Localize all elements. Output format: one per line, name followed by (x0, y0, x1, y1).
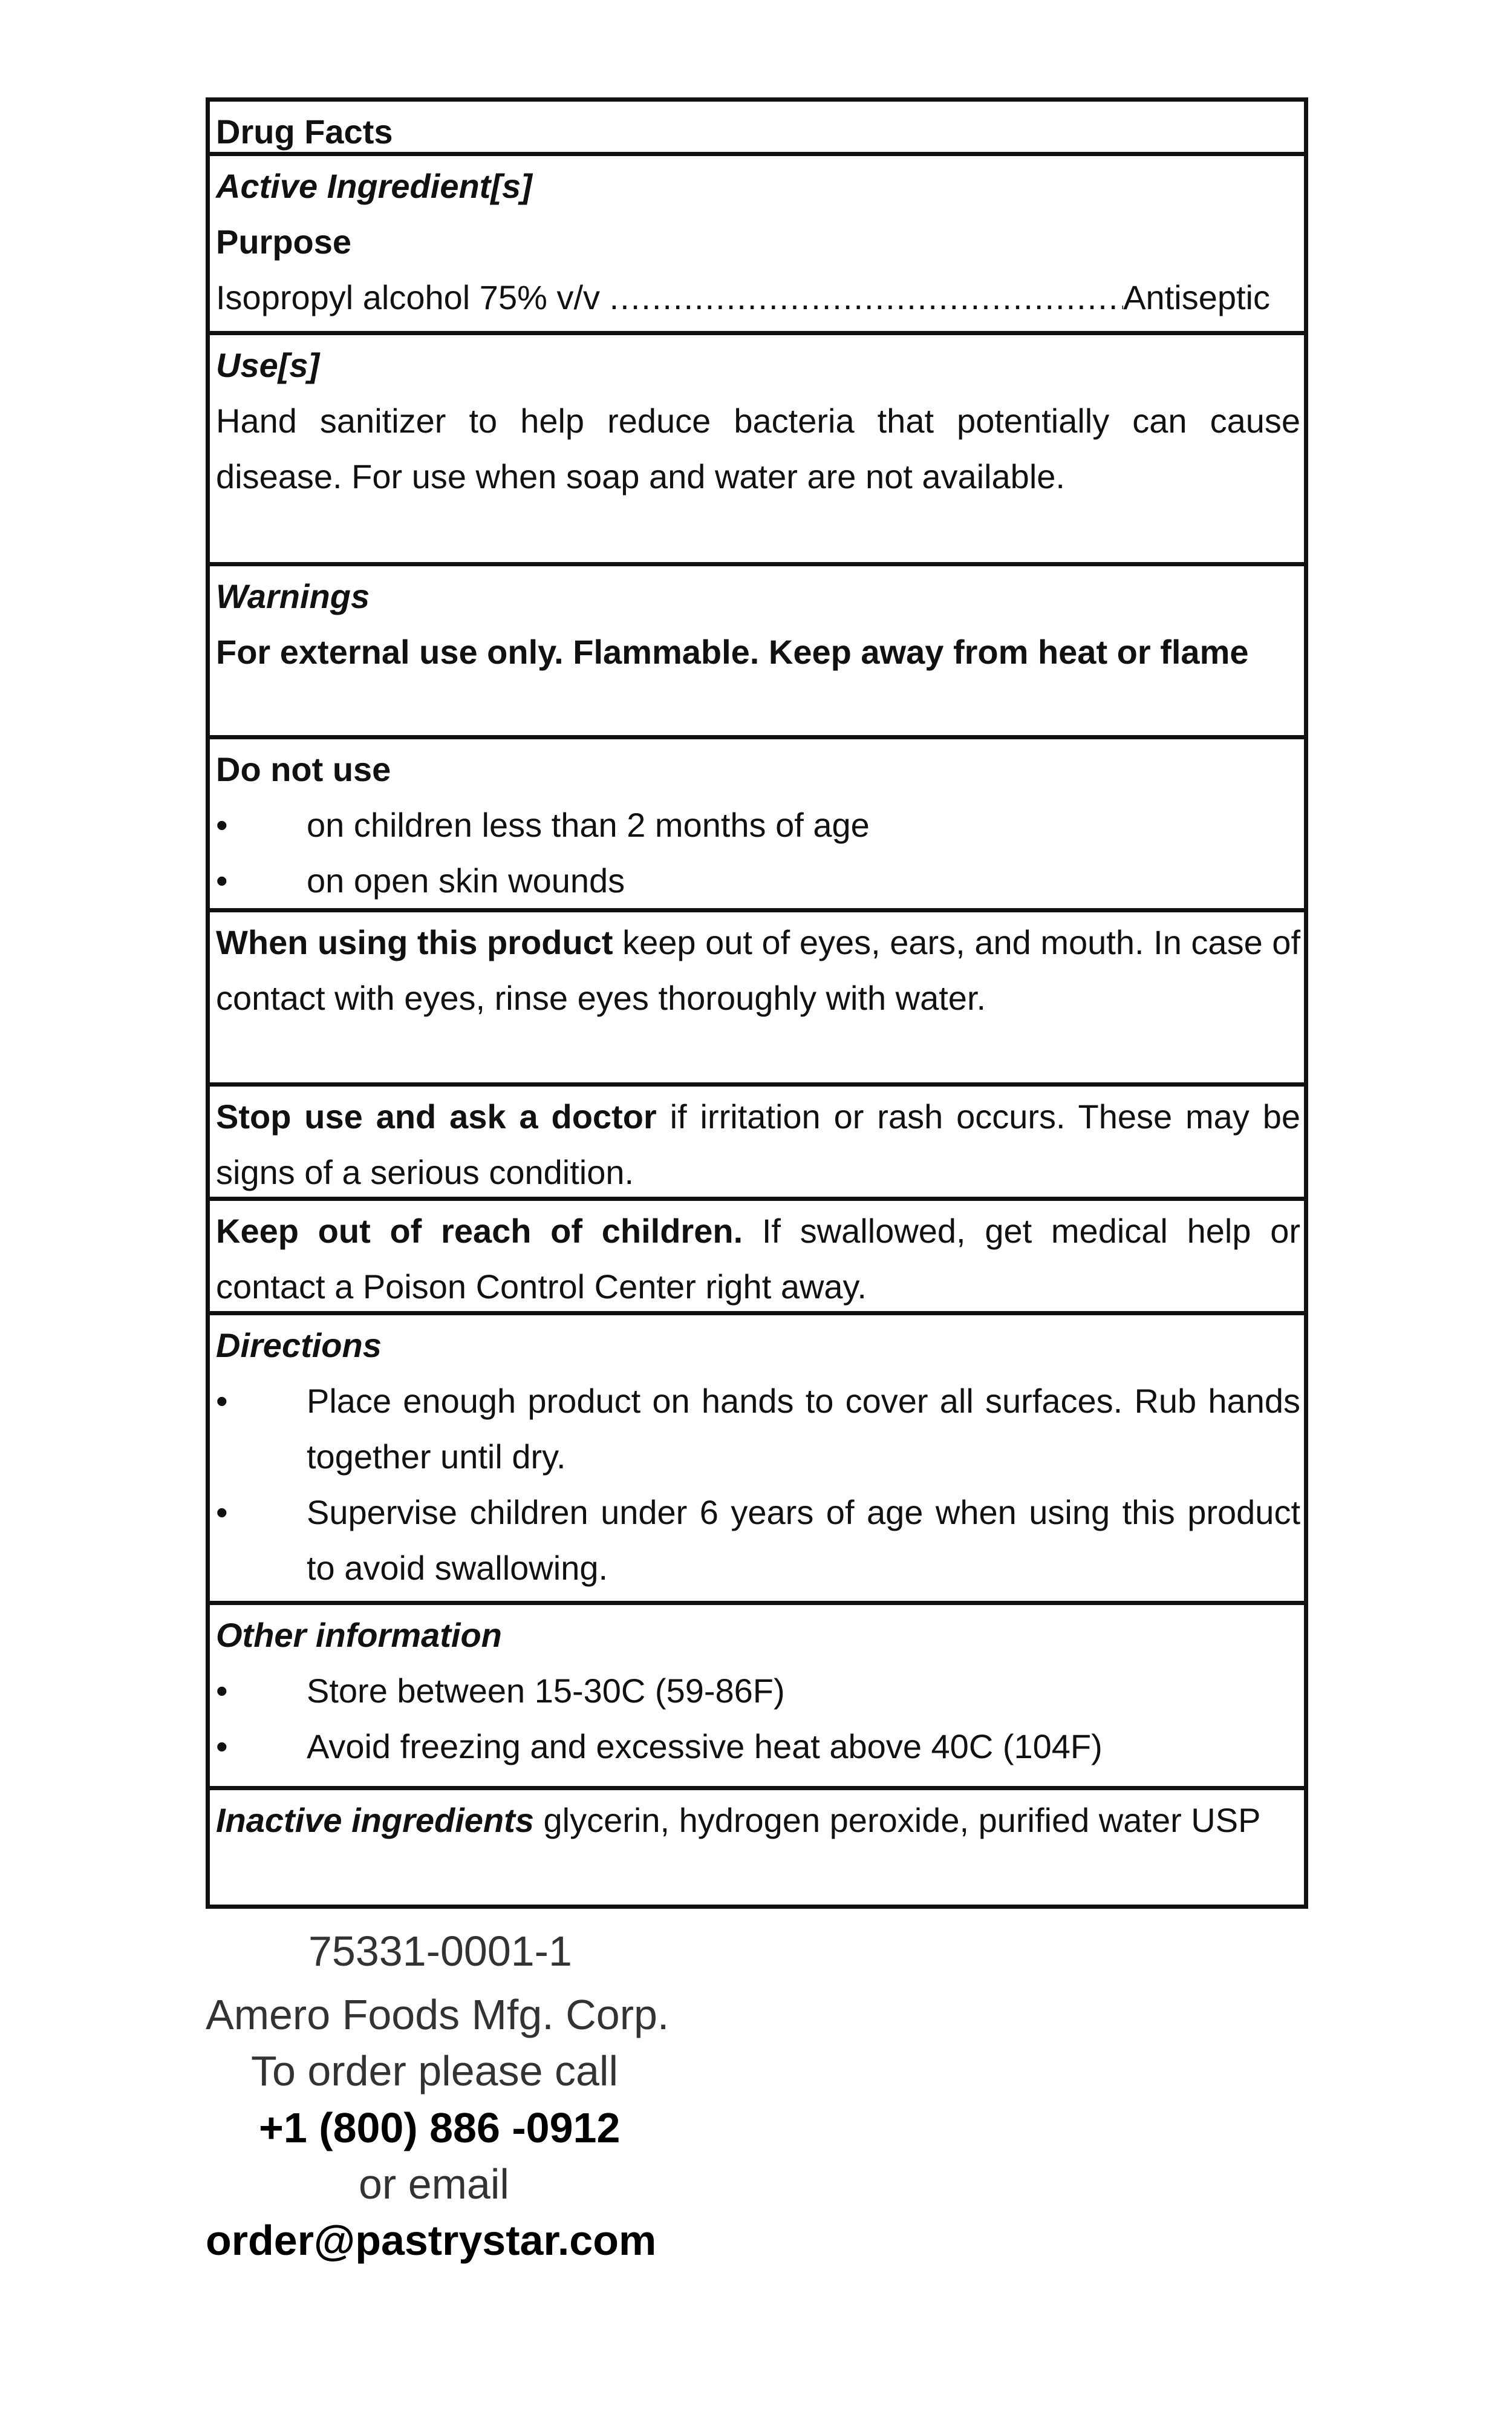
warnings-text: For external use only. Flammable. Keep a… (216, 633, 1249, 671)
ingredient-line: Isopropyl alcohol 75% v/v ..............… (216, 270, 1300, 325)
active-ingredients-section: Active Ingredient[s] Purpose Isopropyl a… (206, 156, 1308, 335)
when-using-section: When using this product keep out of eyes… (206, 912, 1308, 1087)
order-call-text: To order please call (251, 2047, 618, 2095)
stop-use-section: Stop use and ask a doctor if irritation … (206, 1087, 1308, 1201)
uses-heading: Use[s] (216, 346, 320, 384)
other-information-heading: Other information (216, 1616, 502, 1654)
purpose-heading: Purpose (216, 223, 352, 261)
ingredient-name: Isopropyl alcohol 75% v/v (216, 278, 601, 316)
email-link[interactable]: order@pastrystar.com (206, 2217, 657, 2264)
drug-facts-title: Drug Facts (206, 97, 1308, 156)
list-item: • on children less than 2 months of age (216, 797, 1300, 853)
warnings-heading: Warnings (216, 577, 370, 615)
list-item-text: Supervise children under 6 years of age … (307, 1493, 1300, 1587)
stop-use-text: if irritation or rash occurs. These may … (216, 1097, 1301, 1191)
or-email-text: or email (359, 2160, 509, 2208)
company-name: Amero Foods Mfg. Corp. (206, 1991, 670, 2038)
product-code: 75331-0001-1 (308, 1928, 572, 1975)
phone-number[interactable]: +1 (800) 886 -0912 (259, 2104, 621, 2151)
directions-section: Directions • Place enough product on hand… (206, 1315, 1308, 1605)
list-item-text: Store between 15-30C (59-86F) (307, 1672, 785, 1710)
list-item-text: on children less than 2 months of age (307, 806, 870, 844)
list-item-text: Avoid freezing and excessive heat above … (307, 1727, 1103, 1765)
list-item-text: on open skin wounds (307, 862, 625, 900)
bullet: • (216, 1672, 228, 1710)
stop-use-lead: Stop use and ask a doctor (216, 1097, 657, 1136)
keep-out-section: Keep out of reach of children. If swallo… (206, 1201, 1308, 1315)
uses-text: Hand sanitizer to help reduce bacteria t… (216, 402, 1300, 495)
keep-out-lead: Keep out of reach of children. (216, 1212, 743, 1250)
list-item: • Supervise children under 6 years of age… (216, 1485, 1300, 1596)
active-ingredients-heading: Active Ingredient[s] (216, 167, 532, 205)
do-not-use-heading: Do not use (216, 750, 391, 788)
bullet: • (216, 1382, 228, 1420)
inactive-ingredients-lead: Inactive ingredients (216, 1801, 534, 1839)
when-using-lead: When using this product (216, 923, 613, 961)
leader-dots: ........................................… (609, 278, 1124, 316)
list-item: • Place enough product on hands to cover … (216, 1373, 1300, 1485)
list-item: • Avoid freezing and excessive heat above… (216, 1719, 1300, 1774)
other-information-section: Other information • Store between 15-30C … (206, 1605, 1308, 1790)
bullet: • (216, 862, 228, 900)
uses-section: Use[s] Hand sanitizer to help reduce bac… (206, 335, 1308, 566)
list-item: • Store between 15-30C (59-86F) (216, 1663, 1300, 1719)
bullet: • (216, 806, 228, 844)
bullet: • (216, 1727, 228, 1765)
keep-out-text: If swallowed, get medical help or contac… (216, 1212, 1300, 1306)
inactive-ingredients-section: Inactive ingredients glycerin, hydrogen … (206, 1790, 1308, 1909)
ingredient-purpose: Antiseptic (1123, 278, 1270, 316)
drug-facts-table: Drug Facts Active Ingredient[s] Purpose … (206, 97, 1308, 1909)
warnings-section: Warnings For external use only. Flammabl… (206, 566, 1308, 739)
inactive-ingredients-text: glycerin, hydrogen peroxide, purified wa… (533, 1801, 1261, 1839)
when-using-text: keep out of eyes, ears, and mouth. In ca… (216, 923, 1301, 1017)
bullet: • (216, 1493, 228, 1531)
directions-heading: Directions (216, 1326, 382, 1364)
list-item-text: Place enough product on hands to cover a… (307, 1382, 1300, 1476)
do-not-use-section: Do not use • on children less than 2 mont… (206, 739, 1308, 912)
list-item: • on open skin wounds (216, 853, 1300, 908)
